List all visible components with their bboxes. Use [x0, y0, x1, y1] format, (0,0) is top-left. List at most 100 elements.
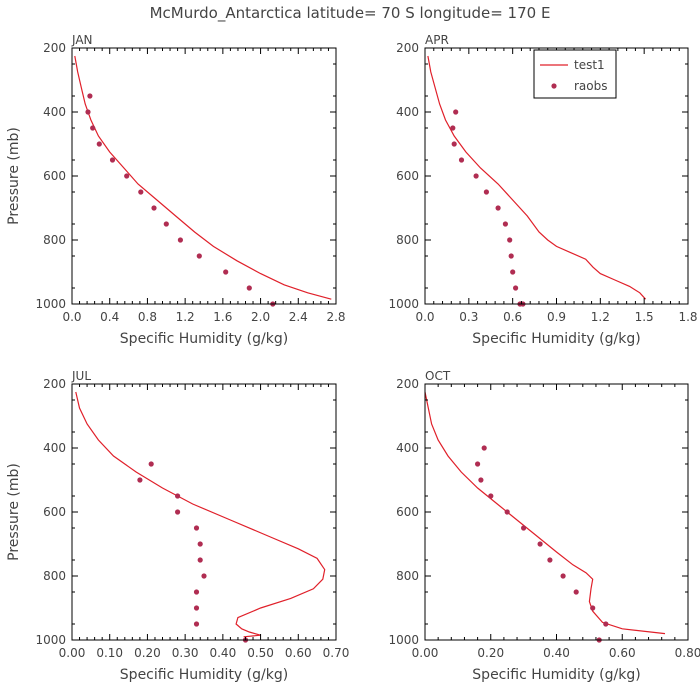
- obs-point: [148, 461, 154, 467]
- obs-point: [197, 557, 203, 563]
- obs-point: [483, 189, 489, 195]
- obs-point: [478, 477, 484, 483]
- x-tick-label: 0.9: [547, 310, 566, 324]
- panel-title: JUL: [71, 369, 91, 383]
- y-tick-label: 600: [396, 505, 419, 519]
- y-tick-label: 600: [43, 505, 66, 519]
- y-tick-label: 800: [396, 569, 419, 583]
- obs-point: [138, 189, 144, 195]
- obs-point: [85, 109, 91, 115]
- model-line-oct: [424, 391, 666, 635]
- x-tick-label: 0.30: [172, 646, 199, 660]
- obs-point: [177, 237, 183, 243]
- x-tick-label: 1.5: [635, 310, 654, 324]
- x-tick-label: 0.4: [100, 310, 119, 324]
- y-tick-label: 400: [43, 441, 66, 455]
- obs-point: [495, 205, 501, 211]
- panel-jan: 0.0 0.4 0.8 1.2 1.6 2.0 2.4 2.8 200 400 600 800 1000…: [6, 33, 346, 347]
- plot-frame: [71, 383, 337, 641]
- panel-apr: 0.0 0.3 0.6 0.9 1.2 1.5 1.8 200 400 600 800 1000 APR…: [388, 33, 697, 347]
- obs-point: [451, 141, 457, 147]
- legend-model-label: test1: [574, 58, 605, 72]
- x-tick-label: 0.50: [247, 646, 274, 660]
- x-axis-label: Specific Humidity (g/kg): [472, 331, 640, 347]
- x-tick-label: 2.4: [289, 310, 308, 324]
- legend: test1 raobs: [533, 49, 617, 99]
- obs-point: [175, 493, 181, 499]
- obs-point: [560, 573, 566, 579]
- y-tick-label: 200: [43, 377, 66, 391]
- y-tick-label: 1000: [35, 297, 66, 311]
- plot-frame: [424, 383, 689, 641]
- panel-title: APR: [425, 33, 449, 47]
- x-tick-label: 0.80: [675, 646, 700, 660]
- obs-point: [193, 605, 200, 611]
- obs-point: [473, 173, 479, 179]
- obs-point: [475, 461, 481, 467]
- y-tick-label: 400: [43, 105, 66, 119]
- obs-point: [590, 605, 596, 611]
- x-tick-label: 1.2: [591, 310, 610, 324]
- obs-point: [488, 493, 494, 499]
- model-line-apr: [427, 55, 647, 300]
- x-tick-label: 0.70: [323, 646, 350, 660]
- y-axis-label: Pressure (mb): [6, 127, 22, 225]
- obs-point: [504, 509, 510, 515]
- y-tick-label: 1000: [388, 297, 419, 311]
- obs-point: [223, 269, 229, 275]
- x-tick-label: 0.60: [609, 646, 636, 660]
- obs-point: [507, 237, 513, 243]
- legend-box: [533, 49, 617, 99]
- obs-point: [197, 541, 203, 547]
- x-tick-label: 1.6: [213, 310, 232, 324]
- obs-point: [547, 557, 553, 563]
- y-tick-label: 400: [396, 105, 419, 119]
- x-tick-label: 0.40: [209, 646, 236, 660]
- x-tick-label: 0.00: [59, 646, 86, 660]
- x-tick-label: 0.00: [412, 646, 439, 660]
- legend-obs-label: raobs: [574, 79, 608, 93]
- obs-point: [90, 125, 96, 131]
- obs-point: [508, 253, 514, 259]
- x-tick-label: 1.2: [176, 310, 195, 324]
- obs-point: [151, 205, 157, 211]
- y-tick-label: 200: [396, 41, 419, 55]
- y-tick-label: 1000: [35, 633, 66, 647]
- x-tick-label: 0.8: [138, 310, 157, 324]
- obs-point: [196, 253, 202, 259]
- obs-point: [193, 621, 200, 627]
- y-tick-label: 800: [43, 233, 66, 247]
- x-tick-label: 0.0: [415, 310, 434, 324]
- obs-point: [537, 541, 543, 547]
- y-tick-label: 800: [43, 569, 66, 583]
- y-tick-label: 800: [396, 233, 419, 247]
- model-line-jan: [74, 55, 332, 300]
- obs-point: [96, 141, 102, 147]
- y-tick-label: 1000: [388, 633, 419, 647]
- obs-point: [201, 573, 207, 579]
- y-tick-label: 200: [43, 41, 66, 55]
- y-tick-label: 200: [396, 377, 419, 391]
- x-tick-label: 0.0: [62, 310, 81, 324]
- obs-point: [453, 109, 459, 115]
- model-line-jul: [75, 391, 326, 638]
- x-tick-label: 0.20: [477, 646, 504, 660]
- obs-point: [124, 173, 130, 179]
- x-axis-label: Specific Humidity (g/kg): [472, 667, 640, 683]
- y-tick-label: 600: [396, 169, 419, 183]
- x-tick-label: 0.40: [543, 646, 570, 660]
- obs-point: [481, 445, 487, 451]
- x-tick-label: 0.60: [285, 646, 312, 660]
- obs-point: [137, 477, 143, 483]
- y-tick-label: 600: [43, 169, 66, 183]
- x-tick-label: 0.20: [134, 646, 161, 660]
- plot-frame: [71, 47, 337, 305]
- x-tick-label: 2.8: [326, 310, 345, 324]
- obs-point: [573, 589, 579, 595]
- obs-point: [193, 525, 200, 531]
- obs-point: [163, 221, 169, 227]
- obs-point: [603, 621, 609, 627]
- x-tick-label: 2.0: [251, 310, 270, 324]
- x-axis-label: Specific Humidity (g/kg): [120, 331, 288, 347]
